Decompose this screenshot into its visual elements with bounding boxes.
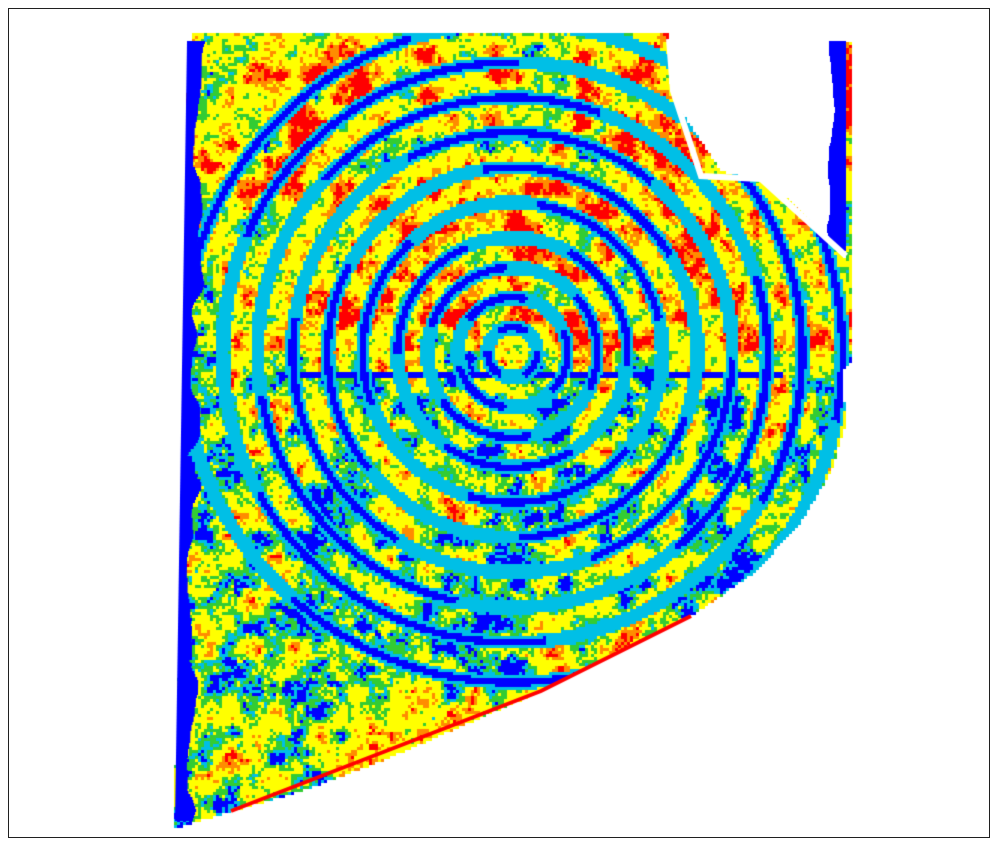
map-frame bbox=[8, 8, 990, 838]
yield-map-raster bbox=[9, 9, 989, 837]
